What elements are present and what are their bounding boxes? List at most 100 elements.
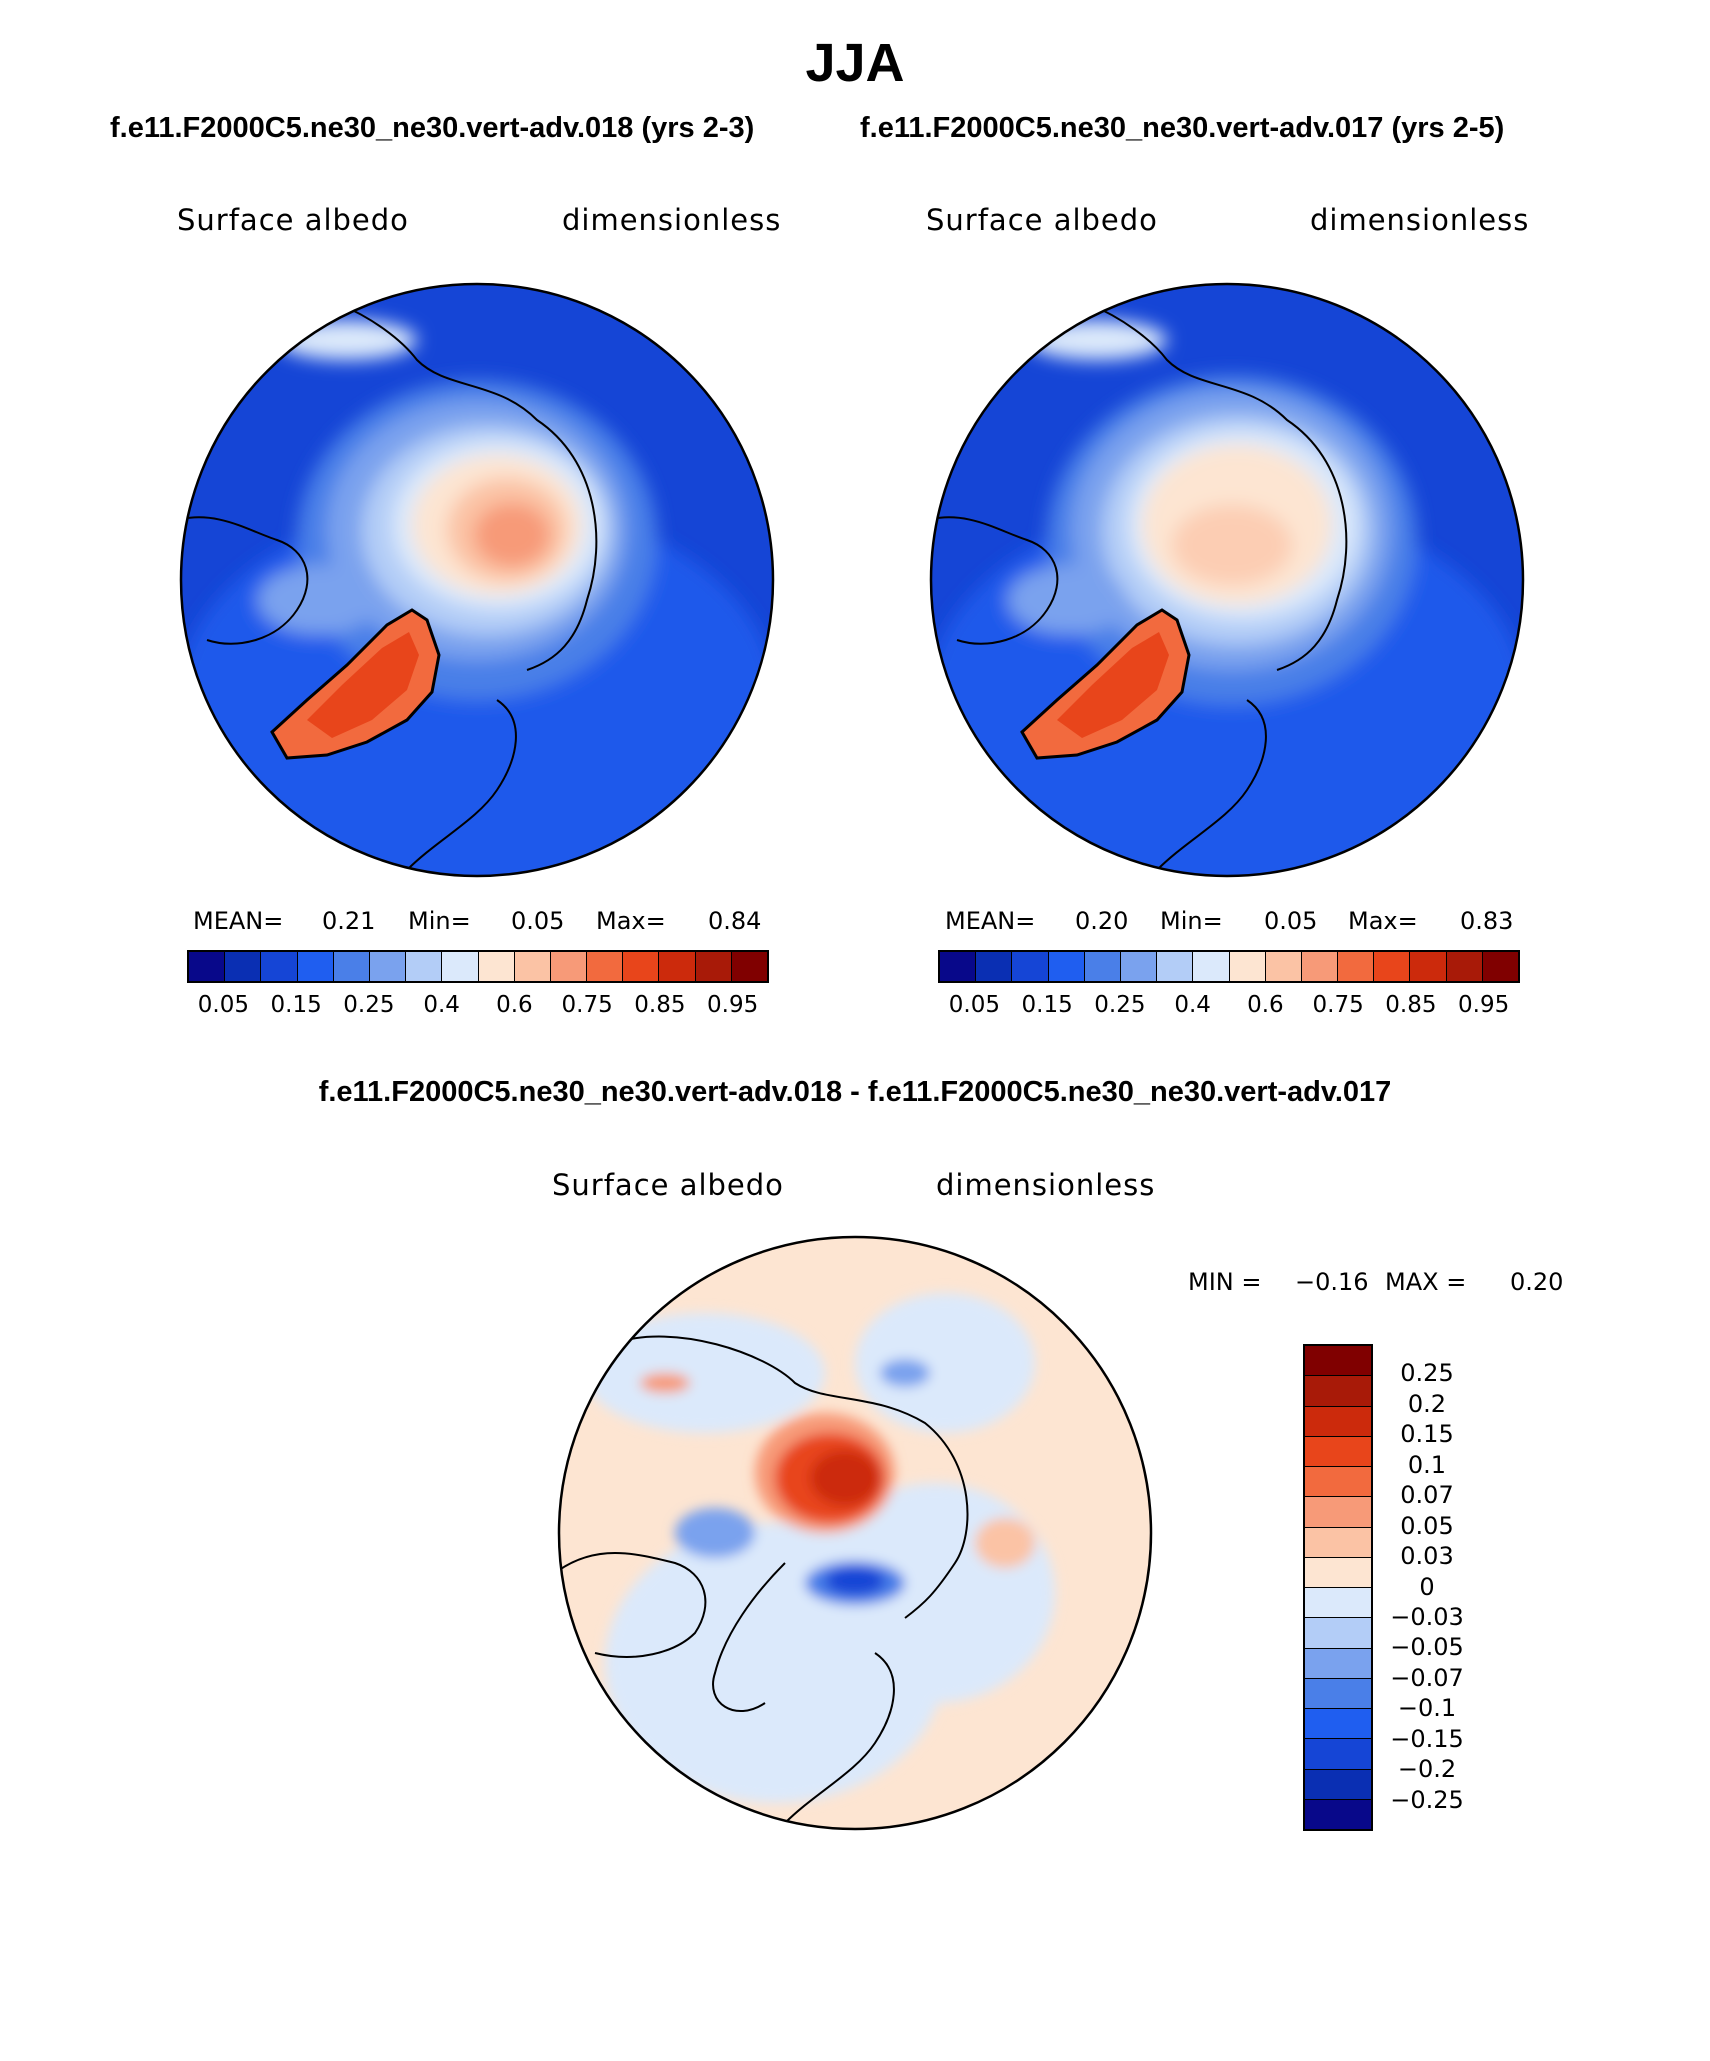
colorbar-panel1-swatch bbox=[623, 952, 660, 981]
colorbar-panel1-swatch bbox=[369, 952, 407, 981]
colorbar-panel1-swatch bbox=[406, 952, 443, 981]
colorbar-difference-swatch bbox=[1305, 1467, 1371, 1498]
colorbar-difference-label: −0.25 bbox=[1390, 1785, 1464, 1814]
colorbar-panel1-swatch bbox=[261, 952, 298, 981]
colorbar-panel1-swatch bbox=[478, 952, 515, 981]
subtitle-difference: f.e11.F2000C5.ne30_ne30.vert-adv.018 - f… bbox=[318, 1076, 1392, 1108]
colorbar-panel2-tick-label: 0.75 bbox=[1312, 992, 1364, 1018]
figure-title: JJA bbox=[805, 33, 905, 93]
diff-min-label: MIN = bbox=[1188, 1268, 1262, 1296]
colorbar-difference-label: 0.1 bbox=[1407, 1450, 1447, 1479]
panel2-min-label: Min= bbox=[1160, 907, 1223, 935]
colorbar-difference-swatch bbox=[1305, 1497, 1371, 1528]
colorbar-difference-label: −0.1 bbox=[1397, 1694, 1457, 1723]
subtitle-left: f.e11.F2000C5.ne30_ne30.vert-adv.018 (yr… bbox=[110, 112, 755, 144]
colorbar-panel1-swatch bbox=[587, 952, 624, 981]
colorbar-panel2-tick-label: 0.15 bbox=[1021, 992, 1073, 1018]
panel1-units: dimensionless bbox=[562, 203, 782, 237]
diff-max-label: MAX = bbox=[1385, 1268, 1467, 1296]
colorbar-panel2-swatch bbox=[1265, 952, 1302, 981]
colorbar-panel2-swatch bbox=[1446, 952, 1483, 981]
colorbar-panel2-swatch bbox=[976, 952, 1013, 981]
colorbar-panel2-swatch bbox=[1374, 952, 1411, 981]
panel2-mean-value: 0.20 bbox=[1075, 907, 1129, 935]
colorbar-panel2-swatch bbox=[1157, 952, 1194, 981]
colorbar-difference-label: 0.15 bbox=[1400, 1420, 1454, 1449]
panel1-max-value: 0.84 bbox=[708, 907, 762, 935]
colorbar-panel1-swatch bbox=[514, 952, 551, 981]
subtitle-right: f.e11.F2000C5.ne30_ne30.vert-adv.017 (yr… bbox=[860, 112, 1505, 144]
colorbar-panel2-swatch bbox=[1410, 952, 1447, 981]
colorbar-panel2-swatch bbox=[1120, 952, 1158, 981]
colorbar-panel1-tick-label: 0.95 bbox=[707, 992, 759, 1018]
colorbar-difference-swatch bbox=[1305, 1406, 1371, 1437]
colorbar-difference-label: −0.15 bbox=[1390, 1724, 1464, 1753]
colorbar-difference-swatch bbox=[1305, 1769, 1371, 1800]
colorbar-panel2-swatch bbox=[1301, 952, 1339, 981]
colorbar-panel1-swatch bbox=[442, 952, 479, 981]
colorbar-panel1-tick-label: 0.75 bbox=[561, 992, 613, 1018]
colorbar-difference-label: −0.2 bbox=[1397, 1755, 1457, 1784]
colorbar-panel1-tick-label: 0.6 bbox=[496, 992, 533, 1018]
colorbar-panel2-swatch bbox=[1084, 952, 1121, 981]
colorbar-difference bbox=[1303, 1344, 1373, 1831]
colorbar-panel2-tick-label: 0.6 bbox=[1247, 992, 1284, 1018]
colorbar-panel2-swatch bbox=[1012, 952, 1049, 981]
colorbar-difference-label: −0.03 bbox=[1390, 1602, 1464, 1631]
colorbar-difference-label: 0.03 bbox=[1400, 1542, 1454, 1571]
colorbar-panel1-swatch bbox=[659, 952, 696, 981]
colorbar-difference-swatch bbox=[1305, 1588, 1371, 1619]
colorbar-difference-label: 0.07 bbox=[1400, 1481, 1454, 1510]
colorbar-panel1 bbox=[187, 950, 769, 983]
colorbar-panel2-swatch bbox=[1229, 952, 1266, 981]
panel2-max-label: Max= bbox=[1348, 907, 1418, 935]
panel1-min-label: Min= bbox=[408, 907, 471, 935]
panel1-min-value: 0.05 bbox=[511, 907, 565, 935]
colorbar-difference-swatch bbox=[1305, 1739, 1371, 1770]
colorbar-difference-label: 0.05 bbox=[1400, 1511, 1454, 1540]
colorbar-panel1-tick-label: 0.15 bbox=[270, 992, 322, 1018]
panel1-mean-label: MEAN= bbox=[193, 907, 284, 935]
colorbar-panel2-tick-label: 0.05 bbox=[948, 992, 1000, 1018]
colorbar-panel1-swatch bbox=[333, 952, 370, 981]
map-panel-017 bbox=[929, 282, 1525, 878]
colorbar-difference-label: −0.07 bbox=[1390, 1663, 1464, 1692]
colorbar-panel1-tick-label: 0.4 bbox=[423, 992, 460, 1018]
colorbar-difference-swatch bbox=[1305, 1376, 1371, 1407]
panel2-mean-label: MEAN= bbox=[945, 907, 1036, 935]
colorbar-panel2-swatch bbox=[940, 952, 977, 981]
diff-units: dimensionless bbox=[936, 1168, 1156, 1202]
colorbar-difference-swatch bbox=[1305, 1678, 1371, 1709]
colorbar-difference-swatch bbox=[1305, 1709, 1371, 1740]
colorbar-panel2-swatch bbox=[1048, 952, 1085, 981]
colorbar-panel2-tick-label: 0.85 bbox=[1385, 992, 1437, 1018]
colorbar-difference-label: 0.25 bbox=[1400, 1359, 1454, 1388]
colorbar-panel1-tick-label: 0.05 bbox=[197, 992, 249, 1018]
colorbar-difference-swatch bbox=[1305, 1346, 1371, 1377]
colorbar-panel2-swatch bbox=[1482, 952, 1518, 981]
colorbar-difference-swatch bbox=[1305, 1527, 1371, 1558]
panel2-variable: Surface albedo bbox=[926, 203, 1158, 237]
colorbar-panel1-swatch bbox=[297, 952, 334, 981]
colorbar-panel2-tick-label: 0.25 bbox=[1094, 992, 1146, 1018]
colorbar-panel2-tick-label: 0.4 bbox=[1174, 992, 1211, 1018]
colorbar-difference-swatch bbox=[1305, 1618, 1371, 1649]
panel2-min-value: 0.05 bbox=[1264, 907, 1318, 935]
map-panel-018 bbox=[179, 282, 775, 878]
colorbar-difference-label: 0.2 bbox=[1407, 1389, 1447, 1418]
colorbar-panel2 bbox=[938, 950, 1520, 983]
panel2-units: dimensionless bbox=[1310, 203, 1530, 237]
colorbar-panel2-tick-label: 0.95 bbox=[1458, 992, 1510, 1018]
colorbar-panel1-swatch bbox=[695, 952, 732, 981]
panel1-max-label: Max= bbox=[596, 907, 666, 935]
colorbar-difference-swatch bbox=[1305, 1648, 1371, 1679]
colorbar-panel1-swatch bbox=[550, 952, 588, 981]
colorbar-difference-swatch bbox=[1305, 1799, 1371, 1829]
colorbar-panel1-swatch bbox=[189, 952, 226, 981]
panel1-mean-value: 0.21 bbox=[322, 907, 376, 935]
colorbar-panel2-swatch bbox=[1193, 952, 1230, 981]
colorbar-panel2-swatch bbox=[1338, 952, 1375, 981]
panel2-max-value: 0.83 bbox=[1460, 907, 1514, 935]
colorbar-difference-label: −0.05 bbox=[1390, 1633, 1464, 1662]
colorbar-panel1-swatch bbox=[225, 952, 262, 981]
